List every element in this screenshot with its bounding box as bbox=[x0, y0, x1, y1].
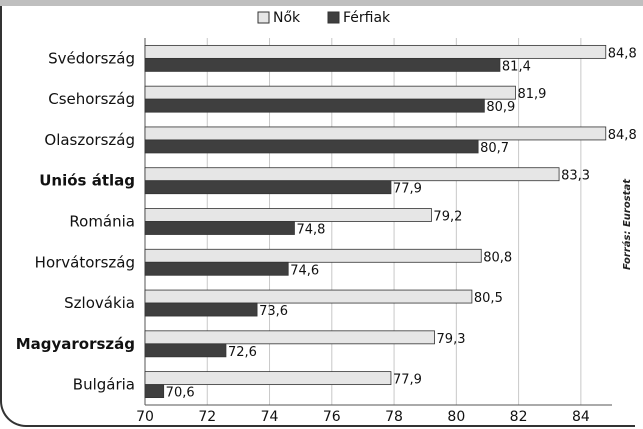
category-label: Olaszország bbox=[44, 131, 135, 149]
data-label: 80,8 bbox=[483, 250, 512, 265]
top-band bbox=[0, 0, 643, 6]
bar-nok bbox=[144, 330, 435, 345]
category-label: Csehország bbox=[48, 90, 135, 108]
data-label: 79,3 bbox=[437, 332, 466, 347]
category-label: Románia bbox=[69, 213, 135, 231]
chart-frame bbox=[0, 6, 635, 427]
x-tick-label: 70 bbox=[136, 409, 154, 425]
x-tick-label: 84 bbox=[572, 409, 590, 425]
bar-nok bbox=[144, 126, 607, 141]
bar-nok bbox=[144, 208, 432, 222]
bar-nok bbox=[144, 167, 560, 182]
bar-ferfiak bbox=[144, 343, 227, 358]
data-label: 70,6 bbox=[166, 386, 195, 401]
bar-ferfiak bbox=[144, 180, 392, 195]
data-label: 83,3 bbox=[561, 169, 590, 184]
bar-ferfiak bbox=[144, 221, 295, 235]
data-label: 74,8 bbox=[296, 223, 325, 238]
x-tick-label: 78 bbox=[385, 409, 403, 425]
category-label: Uniós átlag bbox=[39, 172, 135, 190]
x-tick-label: 82 bbox=[510, 409, 528, 425]
bar-ferfiak bbox=[144, 139, 479, 154]
source-note: Forrás: Eurostat bbox=[622, 179, 633, 270]
bar-ferfiak bbox=[144, 261, 289, 276]
data-label: 73,6 bbox=[259, 304, 288, 319]
data-label: 84,8 bbox=[608, 46, 637, 61]
bar-nok bbox=[144, 371, 392, 386]
category-label: Bulgária bbox=[73, 376, 135, 394]
x-tick-label: 80 bbox=[447, 409, 465, 425]
category-label: Magyarország bbox=[16, 335, 135, 353]
legend-label: Férfiak bbox=[343, 10, 391, 26]
legend-swatch-nok bbox=[257, 11, 270, 24]
bar-ferfiak bbox=[144, 98, 485, 113]
x-tick-label: 76 bbox=[323, 409, 341, 425]
data-label: 74,6 bbox=[290, 263, 319, 278]
data-label: 80,5 bbox=[474, 291, 503, 306]
x-tick-label: 72 bbox=[198, 409, 216, 425]
category-label: Szlovákia bbox=[64, 294, 135, 312]
bar-ferfiak bbox=[144, 57, 501, 72]
data-label: 81,4 bbox=[502, 59, 531, 74]
data-label: 77,9 bbox=[393, 182, 422, 197]
category-label: Horvátország bbox=[35, 253, 135, 271]
data-label: 79,2 bbox=[433, 210, 462, 225]
bar-nok bbox=[144, 44, 607, 59]
data-label: 77,9 bbox=[393, 373, 422, 388]
bar-nok bbox=[144, 248, 482, 263]
x-tick-label: 74 bbox=[261, 409, 279, 425]
data-label: 84,8 bbox=[608, 128, 637, 143]
bar-ferfiak bbox=[144, 302, 258, 317]
bar-nok bbox=[144, 289, 473, 304]
data-label: 72,6 bbox=[228, 345, 257, 360]
category-label: Svédország bbox=[48, 49, 135, 67]
legend-label: Nők bbox=[273, 10, 301, 26]
bar-nok bbox=[144, 85, 516, 100]
bar-ferfiak bbox=[144, 384, 165, 399]
legend-swatch-ferfiak bbox=[327, 11, 340, 24]
data-label: 80,7 bbox=[480, 141, 509, 156]
data-label: 80,9 bbox=[486, 100, 515, 115]
data-label: 81,9 bbox=[517, 87, 546, 102]
